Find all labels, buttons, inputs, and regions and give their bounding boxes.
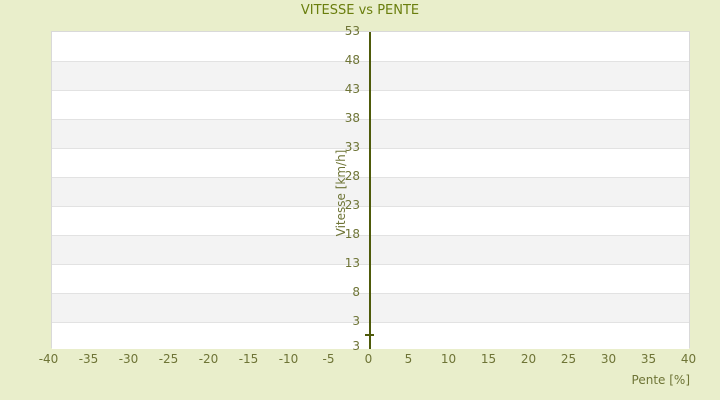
y-tick-label: 53 xyxy=(344,24,360,38)
x-tick-label: -5 xyxy=(322,352,335,366)
x-tick-label: -40 xyxy=(38,352,59,366)
x-tick-label: 5 xyxy=(404,352,413,366)
y-tick-label: 43 xyxy=(344,82,360,96)
y-axis-title: Vitesse [km/h] xyxy=(334,149,348,237)
x-tick-label: 15 xyxy=(480,352,497,366)
y-tick-label: 13 xyxy=(344,256,360,270)
x-tick-label: -35 xyxy=(78,352,99,366)
x-tick-label: 40 xyxy=(680,352,697,366)
data-point-marker xyxy=(365,334,374,336)
y-tick-label: 48 xyxy=(344,53,360,67)
y-tick-label: 28 xyxy=(344,169,360,183)
y-axis-min-label: 3 xyxy=(352,339,360,353)
y-tick-label: 33 xyxy=(344,140,360,154)
x-tick-label: 0 xyxy=(364,352,373,366)
y-tick-label: 38 xyxy=(344,111,360,125)
x-tick-label: -15 xyxy=(238,352,259,366)
x-tick-label: 30 xyxy=(600,352,617,366)
x-tick-label: -25 xyxy=(158,352,179,366)
y-tick-label: 23 xyxy=(344,198,360,212)
x-tick-label: 35 xyxy=(640,352,657,366)
y-tick-label: 8 xyxy=(352,285,360,299)
x-axis-title: Pente [%] xyxy=(631,373,690,387)
x-tick-label: -30 xyxy=(118,352,139,366)
y-tick-label: 3 xyxy=(352,314,360,328)
x-tick-label: -20 xyxy=(198,352,219,366)
x-tick-label: 25 xyxy=(560,352,577,366)
x-tick-label: 20 xyxy=(520,352,537,366)
y-tick-label: 18 xyxy=(344,227,360,241)
plot-area xyxy=(51,31,690,349)
chart-title: VITESSE vs PENTE xyxy=(300,3,420,18)
x-tick-label: -10 xyxy=(278,352,299,366)
y-axis-line xyxy=(369,32,371,349)
x-tick-label: 10 xyxy=(440,352,457,366)
